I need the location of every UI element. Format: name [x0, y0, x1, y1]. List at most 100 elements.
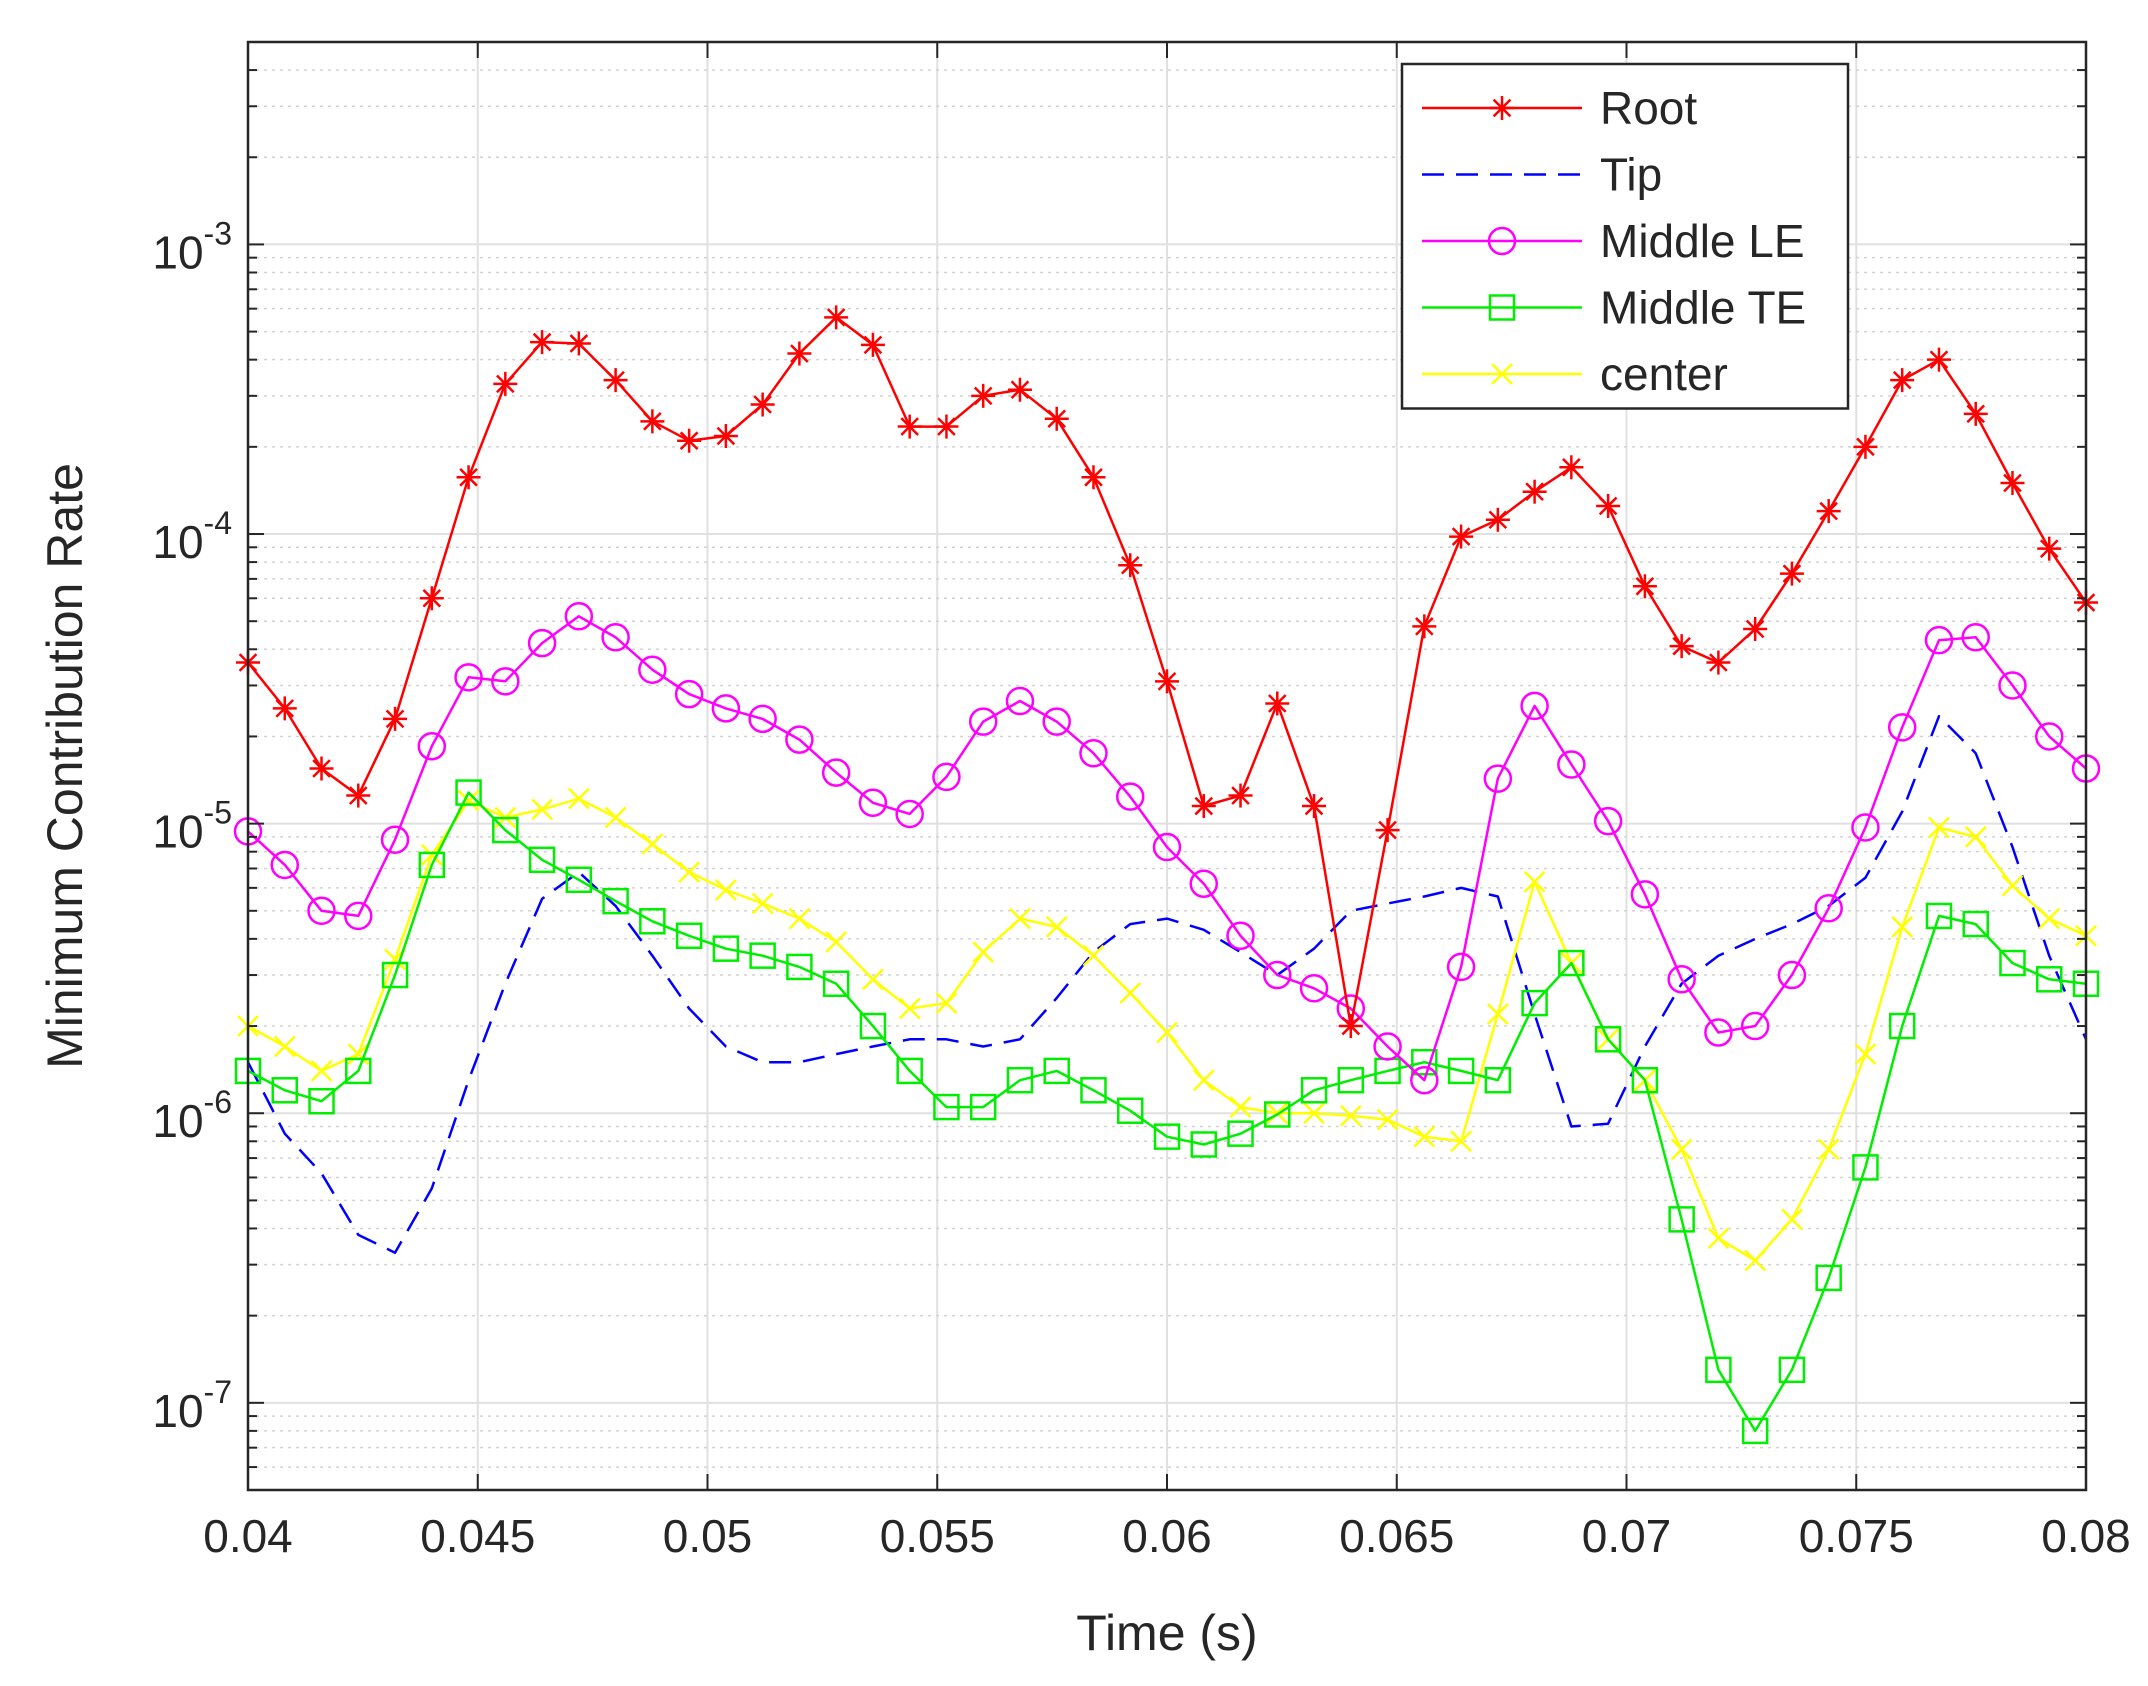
- point-middle-le: [1042, 707, 1071, 736]
- point-center: [1376, 1108, 1399, 1131]
- point-root: [1926, 347, 1951, 372]
- series-line-tip: [246, 714, 2088, 1254]
- point-middle-le: [1226, 921, 1255, 951]
- point-middle-te: [1227, 1120, 1254, 1147]
- point-center: [347, 1043, 370, 1065]
- point-root: [640, 409, 665, 434]
- y-tick-exponent: -5: [204, 795, 232, 831]
- point-middle-le: [527, 628, 557, 658]
- point-center: [1339, 1104, 1362, 1127]
- y-axis: 10-710-610-510-410-3: [152, 41, 2086, 1491]
- point-root: [1265, 691, 1290, 716]
- point-middle-le: [1740, 1011, 1770, 1041]
- point-middle-le: [932, 762, 961, 792]
- point-middle-le: [1152, 832, 1182, 862]
- y-tick-exponent: -6: [204, 1084, 232, 1120]
- point-root: [971, 383, 996, 408]
- legend-marker: [1488, 294, 1516, 321]
- point-middle-le: [344, 901, 373, 931]
- x-tick-label: 0.075: [1799, 1510, 1914, 1562]
- point-middle-te: [345, 1057, 372, 1085]
- point-middle-le: [1446, 952, 1476, 982]
- point-root: [1706, 650, 1731, 675]
- point-center: [1229, 1096, 1252, 1118]
- point-center: [1486, 1003, 1509, 1025]
- point-center: [1413, 1125, 1436, 1148]
- point-root: [1632, 574, 1657, 599]
- legend-item-middle-te: Middle TE: [1422, 282, 1806, 334]
- y-tick-exponent: -3: [204, 215, 232, 251]
- point-middle-te: [1116, 1097, 1144, 1124]
- point-middle-le: [1299, 974, 1329, 1003]
- point-center: [751, 892, 774, 915]
- point-center: [1450, 1130, 1472, 1153]
- point-root: [824, 305, 849, 330]
- series-middle-le: [233, 602, 2101, 1095]
- point-center: [567, 787, 590, 810]
- x-tick-label: 0.045: [420, 1510, 535, 1562]
- point-middle-te: [1668, 1206, 1695, 1233]
- point-root: [566, 331, 591, 356]
- point-center: [1707, 1227, 1730, 1250]
- x-axis-title: Time (s): [1076, 1605, 1257, 1661]
- point-center: [1964, 825, 1987, 848]
- point-root: [1449, 524, 1474, 549]
- legend-marker: [1491, 363, 1513, 385]
- series-root: [236, 305, 2098, 1039]
- point-root: [1522, 479, 1547, 504]
- point-root: [1155, 669, 1179, 694]
- point-middle-le: [307, 896, 336, 926]
- point-root: [1485, 507, 1510, 532]
- point-root: [346, 783, 371, 808]
- point-middle-te: [1264, 1101, 1291, 1128]
- point-middle-le: [1814, 894, 1843, 923]
- point-root: [860, 332, 885, 357]
- point-middle-le: [2034, 722, 2064, 751]
- y-tick-label: 10-6: [152, 1084, 232, 1147]
- series-layer: [233, 305, 2101, 1445]
- x-tick-label: 0.05: [663, 1510, 753, 1562]
- point-middle-le: [1887, 713, 1917, 742]
- point-middle-te: [455, 779, 482, 806]
- point-root: [1779, 561, 1804, 586]
- point-root: [272, 696, 297, 721]
- point-root: [1228, 783, 1253, 808]
- point-root: [750, 392, 775, 417]
- point-root: [530, 330, 555, 355]
- point-root: [1007, 377, 1032, 402]
- point-middle-te: [1411, 1048, 1438, 1076]
- x-tick-label: 0.04: [203, 1510, 293, 1562]
- point-middle-le: [1704, 1018, 1733, 1047]
- point-root: [1338, 1014, 1363, 1039]
- point-root: [713, 424, 738, 449]
- point-middle-te: [1741, 1417, 1769, 1445]
- legend-item-root: Root: [1422, 82, 1697, 134]
- point-middle-le: [1005, 686, 1035, 716]
- point-middle-te: [1558, 949, 1585, 977]
- point-middle-le: [1410, 1065, 1439, 1095]
- point-middle-le: [674, 679, 704, 709]
- point-root: [1743, 616, 1768, 641]
- point-middle-le: [1079, 738, 1108, 768]
- y-tick-label: 10-5: [152, 795, 232, 858]
- series-center: [237, 787, 2097, 1272]
- point-middle-te: [969, 1093, 997, 1121]
- point-center: [1854, 1043, 1877, 1065]
- x-tick-label: 0.065: [1339, 1510, 1454, 1562]
- point-middle-le: [1483, 764, 1513, 793]
- point-middle-le: [564, 602, 594, 631]
- point-root: [1890, 368, 1915, 393]
- point-center: [862, 968, 884, 991]
- point-middle-le: [1777, 960, 1807, 990]
- point-middle-le: [785, 725, 814, 754]
- point-middle-te: [1521, 989, 1548, 1017]
- point-center: [1523, 870, 1546, 893]
- point-center: [1303, 1102, 1325, 1125]
- point-middle-le: [1851, 813, 1880, 842]
- y-tick-exponent: -7: [204, 1374, 232, 1410]
- point-root: [1302, 794, 1327, 819]
- point-center: [1891, 915, 1914, 938]
- point-center: [714, 879, 737, 901]
- point-root: [309, 756, 334, 781]
